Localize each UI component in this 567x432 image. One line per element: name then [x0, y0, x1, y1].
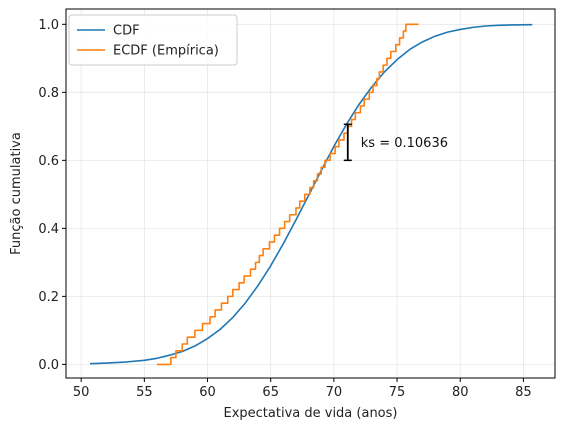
y-axis-ticks: 0.0 0.2 0.4 0.6 0.8 1.0: [38, 18, 66, 373]
grid: [66, 9, 555, 378]
y-tick-label: 0.8: [38, 86, 59, 101]
ks-annotation: ks = 0.10636: [343, 123, 448, 162]
cdf-line: [89, 23, 533, 365]
y-tick-label: 0.4: [38, 222, 59, 237]
x-tick-label: 70: [326, 385, 343, 400]
y-tick-label: 0.2: [38, 290, 59, 305]
x-tick-label: 50: [73, 385, 90, 400]
series-layer: [89, 23, 533, 366]
x-tick-label: 75: [389, 385, 406, 400]
plot-frame: [65, 8, 556, 379]
x-tick-label: 85: [515, 385, 532, 400]
ks-statistic-label: ks = 0.10636: [361, 136, 448, 151]
y-tick-label: 0.6: [38, 154, 59, 169]
y-axis-label: Função cumulativa: [9, 132, 24, 255]
y-tick-label: 0.0: [38, 358, 59, 373]
ecdf-step-line: [156, 23, 419, 366]
x-axis-label: Expectativa de vida (anos): [224, 406, 398, 421]
x-tick-label: 55: [136, 385, 153, 400]
x-tick-label: 65: [262, 385, 279, 400]
legend-box: [68, 14, 238, 66]
legend-label-cdf: CDF: [113, 24, 140, 39]
legend-label-ecdf: ECDF (Empírica): [113, 44, 219, 59]
y-tick-label: 1.0: [38, 18, 59, 33]
x-tick-label: 80: [452, 385, 469, 400]
x-axis-ticks: 50 55 60 65 70 75 80 85: [73, 378, 532, 400]
x-tick-label: 60: [199, 385, 216, 400]
legend: CDF ECDF (Empírica): [68, 14, 238, 66]
